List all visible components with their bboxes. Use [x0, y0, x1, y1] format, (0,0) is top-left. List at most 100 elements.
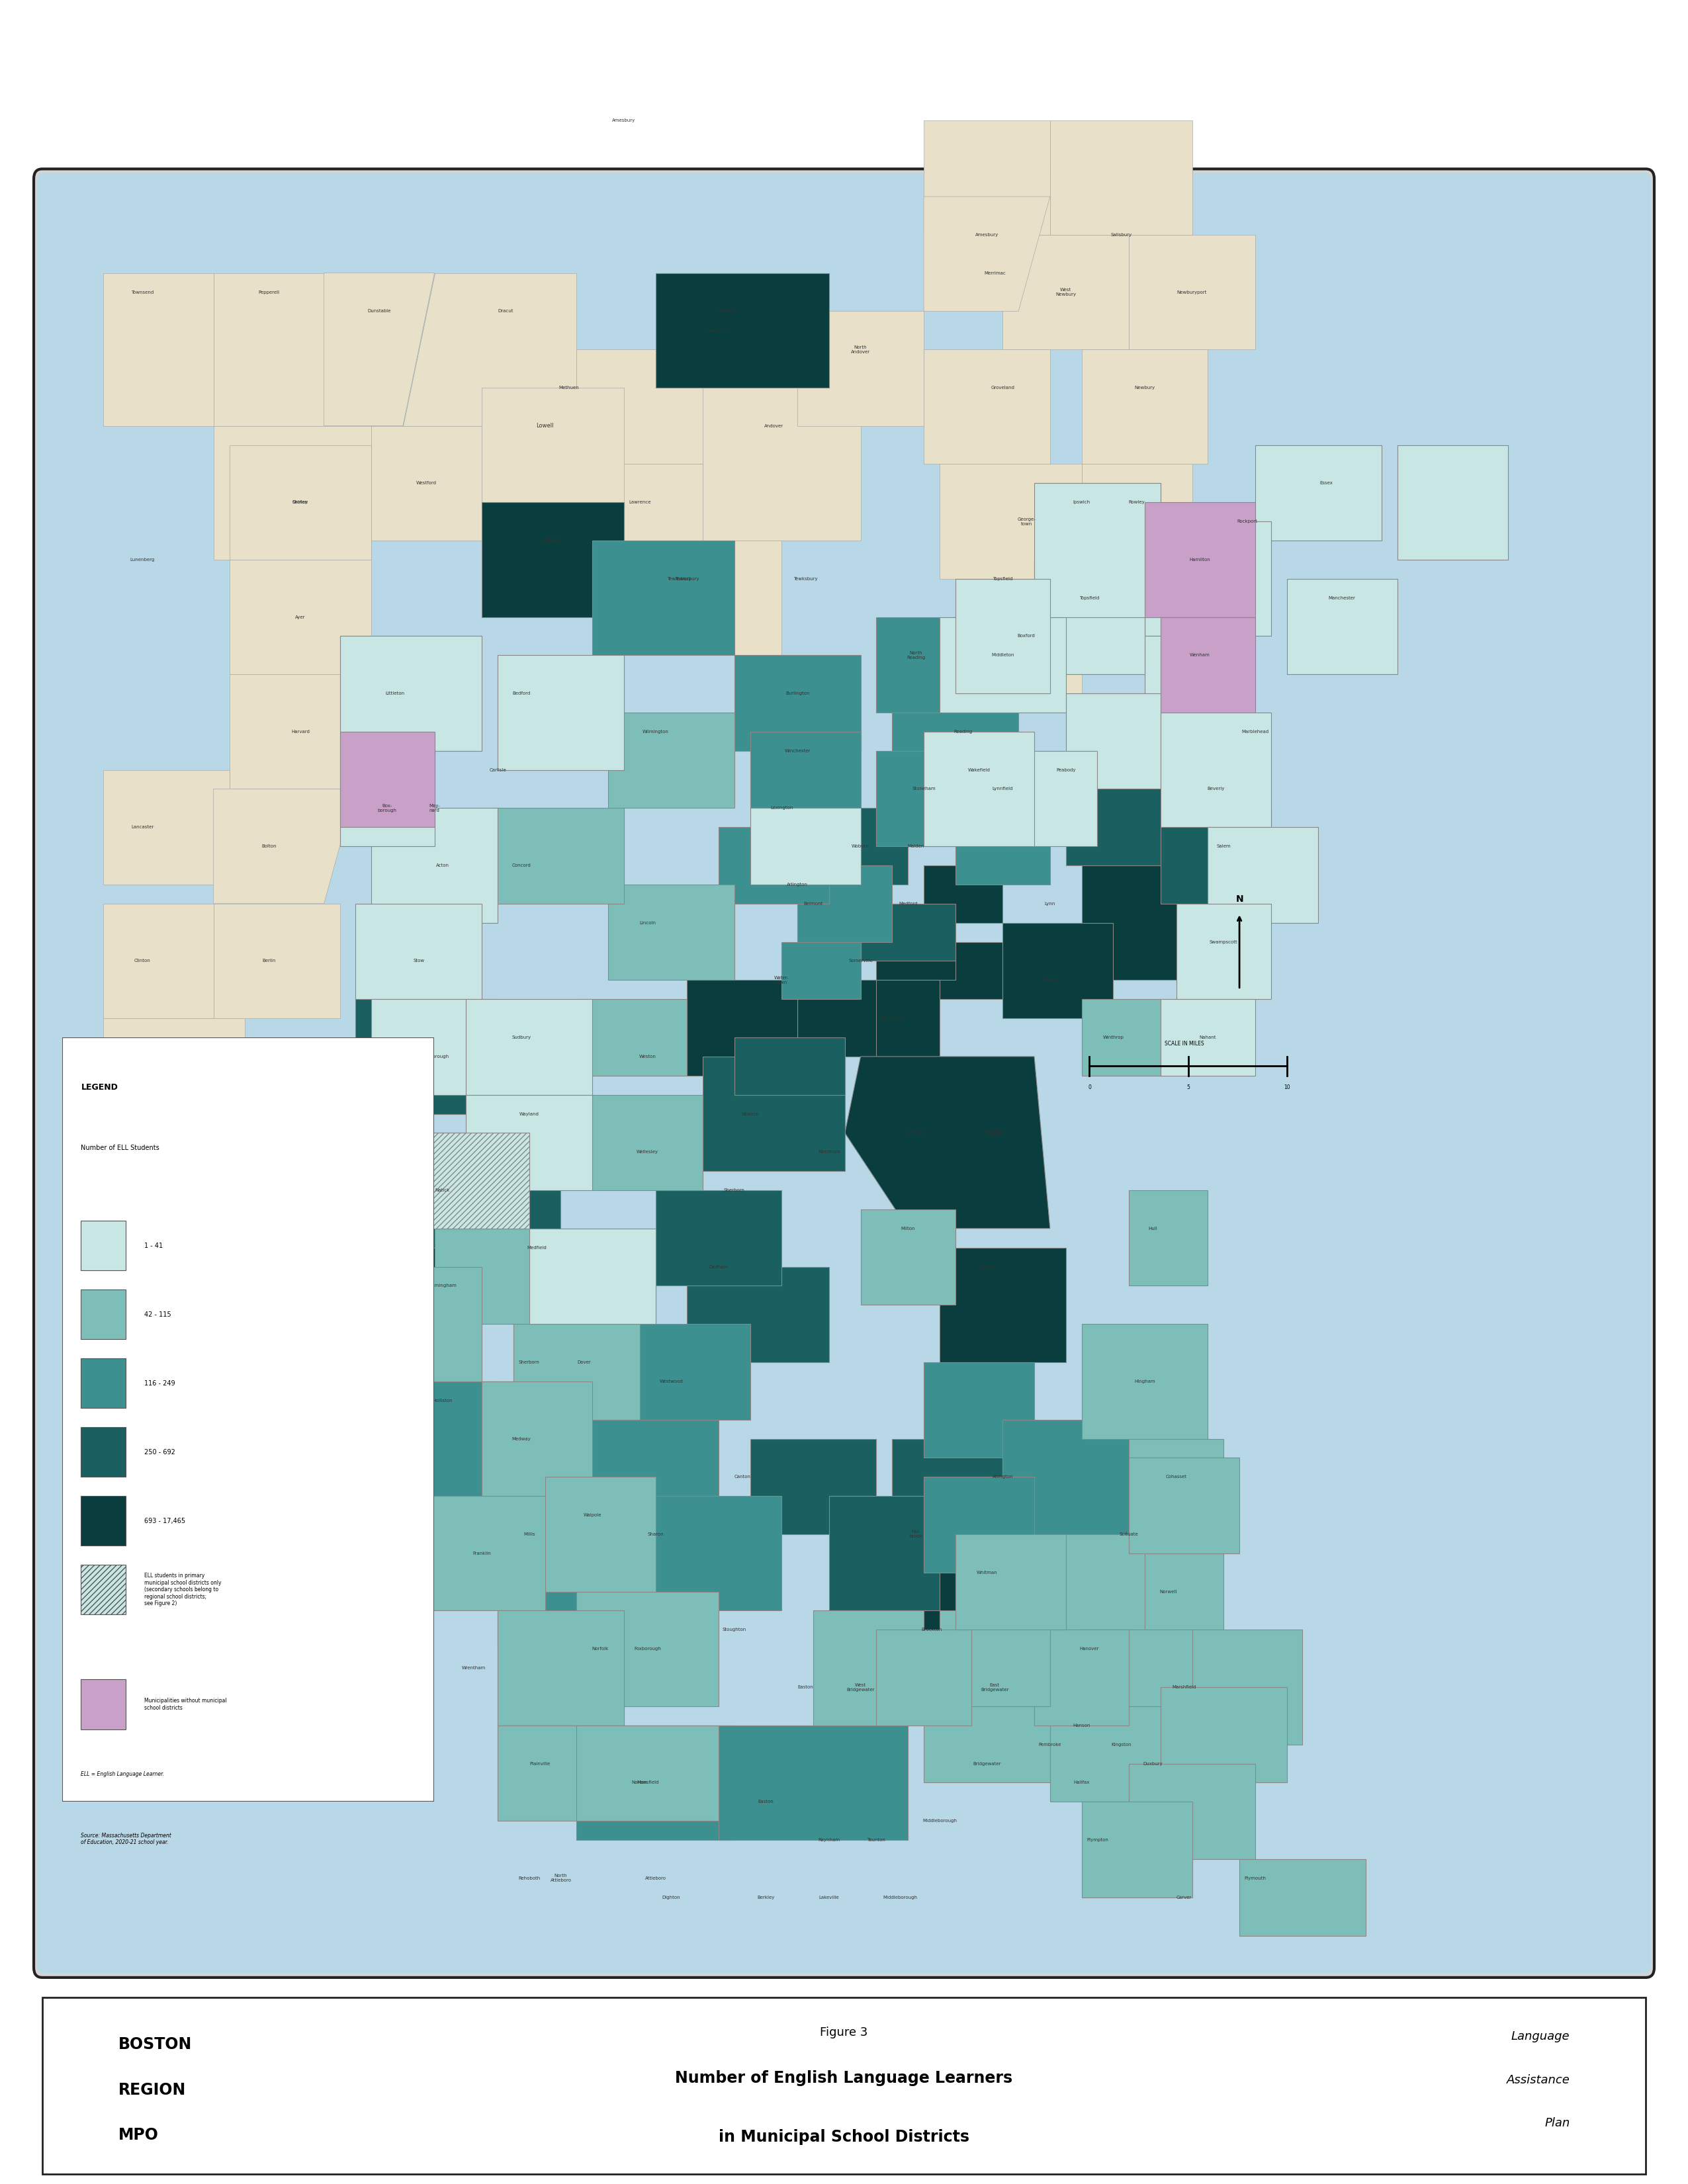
Text: Manchester: Manchester	[1328, 596, 1355, 601]
Polygon shape	[1050, 1706, 1161, 1802]
Text: Revere: Revere	[1041, 978, 1058, 983]
Polygon shape	[103, 1247, 277, 1363]
Text: Burlington: Burlington	[785, 692, 810, 695]
Text: REGION: REGION	[118, 2081, 186, 2097]
Text: Number of English Language Learners: Number of English Language Learners	[675, 2070, 1013, 2086]
Text: Marshfield: Marshfield	[1171, 1686, 1197, 1688]
Text: Salem: Salem	[1217, 845, 1231, 847]
Text: North
Andover: North Andover	[851, 345, 871, 354]
Polygon shape	[1177, 1629, 1303, 1745]
Polygon shape	[797, 865, 893, 941]
Polygon shape	[1286, 579, 1398, 675]
Text: Norwell: Norwell	[1160, 1590, 1177, 1594]
Polygon shape	[1035, 483, 1161, 618]
Text: North
Reading: North Reading	[906, 651, 925, 660]
Text: Clinton: Clinton	[135, 959, 150, 963]
Polygon shape	[893, 1439, 1003, 1533]
Text: Foxborough: Foxborough	[635, 1647, 662, 1651]
Text: Hanson: Hanson	[1074, 1723, 1090, 1728]
Text: Swampscott: Swampscott	[1210, 939, 1237, 943]
Polygon shape	[625, 539, 782, 655]
Text: Peabody: Peabody	[1057, 769, 1075, 771]
Text: Rockport: Rockport	[1237, 520, 1258, 524]
Bar	[0, 0, 1688, 159]
Polygon shape	[1035, 1533, 1144, 1629]
Text: Wellesley: Wellesley	[636, 1151, 658, 1153]
Polygon shape	[214, 788, 356, 904]
Text: Tewksbury: Tewksbury	[793, 577, 817, 581]
Polygon shape	[103, 904, 214, 1018]
Polygon shape	[577, 1725, 719, 1821]
Text: Quincy: Quincy	[979, 1265, 994, 1269]
Polygon shape	[1161, 1000, 1256, 1075]
Polygon shape	[324, 273, 434, 426]
Polygon shape	[734, 655, 861, 751]
Polygon shape	[655, 273, 829, 389]
Text: Lynnfield: Lynnfield	[993, 786, 1013, 791]
Polygon shape	[498, 1612, 625, 1725]
Polygon shape	[702, 389, 861, 539]
Text: Marblehead: Marblehead	[1242, 729, 1269, 734]
Text: 250 - 692: 250 - 692	[143, 1448, 176, 1455]
Polygon shape	[371, 808, 498, 922]
Polygon shape	[356, 1153, 513, 1286]
Text: Norton: Norton	[631, 1780, 648, 1784]
Text: Merrimac: Merrimac	[984, 271, 1006, 275]
Polygon shape	[1050, 120, 1192, 236]
Polygon shape	[734, 1037, 846, 1094]
Text: MPO: MPO	[118, 2127, 159, 2143]
Text: Lexington: Lexington	[770, 806, 793, 810]
Text: Norfolk: Norfolk	[592, 1647, 609, 1651]
Text: Milton: Milton	[901, 1227, 915, 1230]
Polygon shape	[403, 273, 577, 426]
Text: Natick: Natick	[436, 1188, 449, 1192]
Polygon shape	[625, 1324, 749, 1420]
Text: Tewksbury: Tewksbury	[675, 577, 699, 581]
Text: Bedford: Bedford	[511, 692, 530, 695]
Bar	[81, 1564, 125, 1614]
Polygon shape	[829, 1496, 940, 1612]
Polygon shape	[923, 1669, 1050, 1782]
Text: Amesbury: Amesbury	[976, 234, 999, 236]
Polygon shape	[1239, 1859, 1366, 1935]
Text: Scituate: Scituate	[1119, 1533, 1138, 1535]
Polygon shape	[1065, 695, 1161, 788]
Text: Bridgewater: Bridgewater	[972, 1762, 1001, 1765]
Text: Salisbury: Salisbury	[1111, 234, 1131, 236]
Polygon shape	[1161, 1686, 1286, 1782]
Text: Berlin: Berlin	[262, 959, 275, 963]
Text: Box-
borough: Box- borough	[378, 804, 397, 812]
Text: Rowley: Rowley	[1129, 500, 1144, 505]
Polygon shape	[530, 1227, 655, 1324]
Polygon shape	[103, 1133, 262, 1247]
Polygon shape	[1129, 1765, 1256, 1859]
Polygon shape	[103, 273, 214, 426]
Polygon shape	[481, 808, 625, 904]
Polygon shape	[498, 1533, 625, 1649]
Polygon shape	[513, 1324, 640, 1420]
Polygon shape	[719, 1725, 908, 1839]
Polygon shape	[214, 426, 371, 559]
Text: Medford: Medford	[898, 902, 917, 906]
Text: Winchester: Winchester	[785, 749, 810, 753]
Polygon shape	[1161, 808, 1271, 904]
Polygon shape	[797, 808, 908, 885]
Text: Sudbury: Sudbury	[511, 1035, 532, 1040]
Text: Ipswich: Ipswich	[1074, 500, 1090, 505]
Polygon shape	[498, 1725, 625, 1821]
Text: Middleborough: Middleborough	[922, 1819, 957, 1824]
Text: Lancaster: Lancaster	[132, 826, 154, 830]
Polygon shape	[1161, 618, 1256, 712]
Text: LEGEND: LEGEND	[81, 1083, 118, 1092]
Text: Lynn: Lynn	[1045, 902, 1055, 906]
Text: Shrewsbury: Shrewsbury	[128, 1304, 155, 1306]
Polygon shape	[356, 1000, 498, 1114]
Polygon shape	[876, 904, 955, 981]
Text: East
Bridgewater: East Bridgewater	[981, 1684, 1009, 1690]
Polygon shape	[608, 885, 734, 981]
Polygon shape	[419, 1496, 545, 1612]
Polygon shape	[577, 1725, 734, 1839]
Polygon shape	[940, 1612, 1050, 1706]
Text: Middleton: Middleton	[991, 653, 1014, 657]
Text: Sherborn: Sherborn	[724, 1188, 744, 1192]
